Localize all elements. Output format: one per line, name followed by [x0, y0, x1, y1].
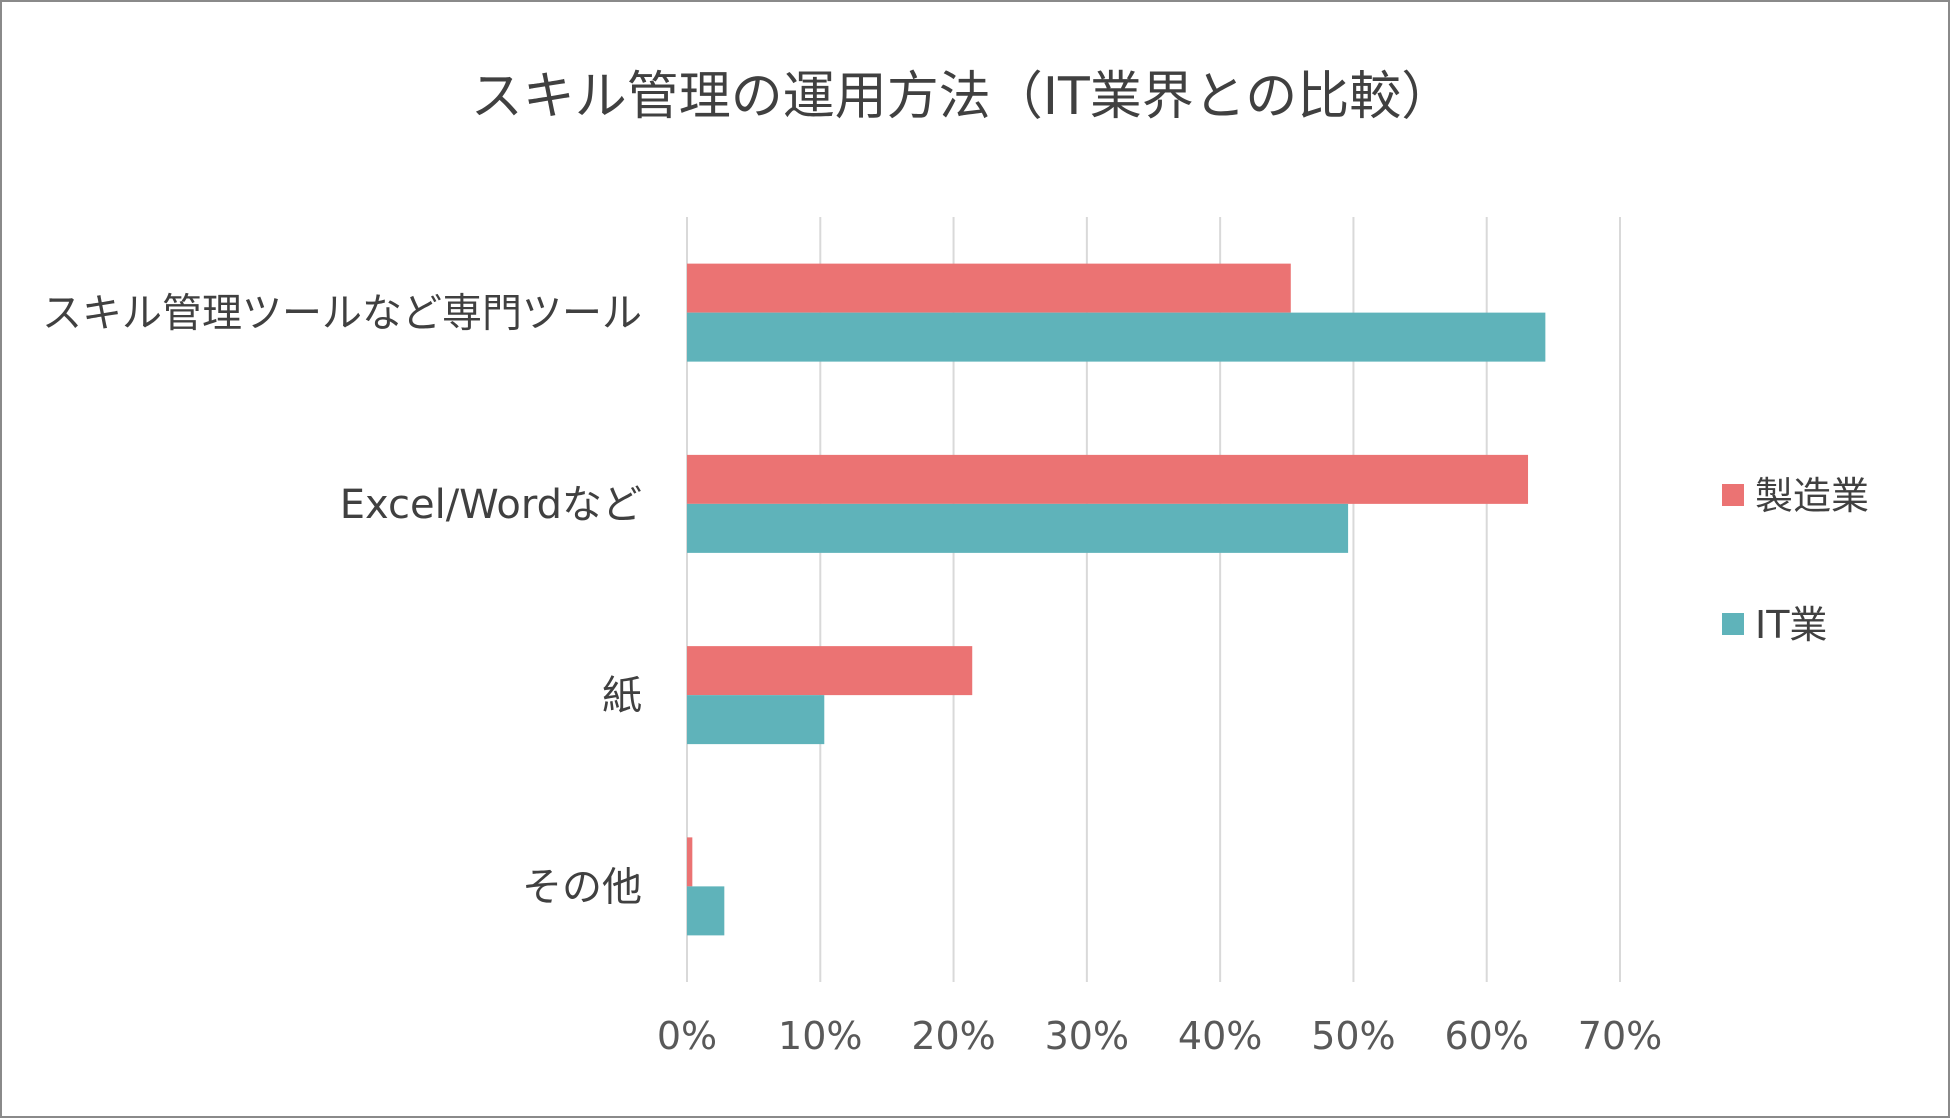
bar-it-0 — [687, 312, 1546, 362]
legend-swatch — [1722, 484, 1744, 506]
legend-label: IT業 — [1755, 603, 1827, 647]
bar-manufacturing-0 — [687, 263, 1291, 313]
x-tick-label: 10% — [778, 1014, 862, 1058]
x-axis-ticks: 0% 10% 20% 30% 40% 50% 60% 70% — [657, 1014, 1662, 1058]
bar-manufacturing-1 — [687, 454, 1529, 504]
bar-it-1 — [687, 503, 1349, 553]
x-tick-label: 60% — [1444, 1014, 1528, 1058]
x-tick-label: 70% — [1578, 1014, 1662, 1058]
legend-swatch — [1722, 613, 1744, 635]
category-label: その他 — [522, 864, 642, 910]
bar-it-3 — [687, 886, 725, 936]
x-tick-label: 40% — [1178, 1014, 1262, 1058]
category-label: Excel/Wordなど — [340, 482, 642, 528]
bar-manufacturing-3 — [687, 837, 693, 887]
bars — [687, 263, 1546, 936]
x-tick-label: 0% — [657, 1014, 717, 1058]
category-label: 紙 — [602, 673, 642, 719]
x-tick-label: 20% — [911, 1014, 995, 1058]
legend: 製造業 IT業 — [1722, 474, 1869, 647]
x-tick-label: 50% — [1311, 1014, 1395, 1058]
bar-manufacturing-2 — [687, 646, 973, 696]
x-tick-label: 30% — [1045, 1014, 1129, 1058]
chart-title: スキル管理の運用方法（IT業界との比較） — [471, 67, 1454, 127]
legend-label: 製造業 — [1755, 474, 1869, 518]
category-label: スキル管理ツールなど専門ツール — [42, 291, 642, 337]
bar-it-2 — [687, 695, 825, 745]
